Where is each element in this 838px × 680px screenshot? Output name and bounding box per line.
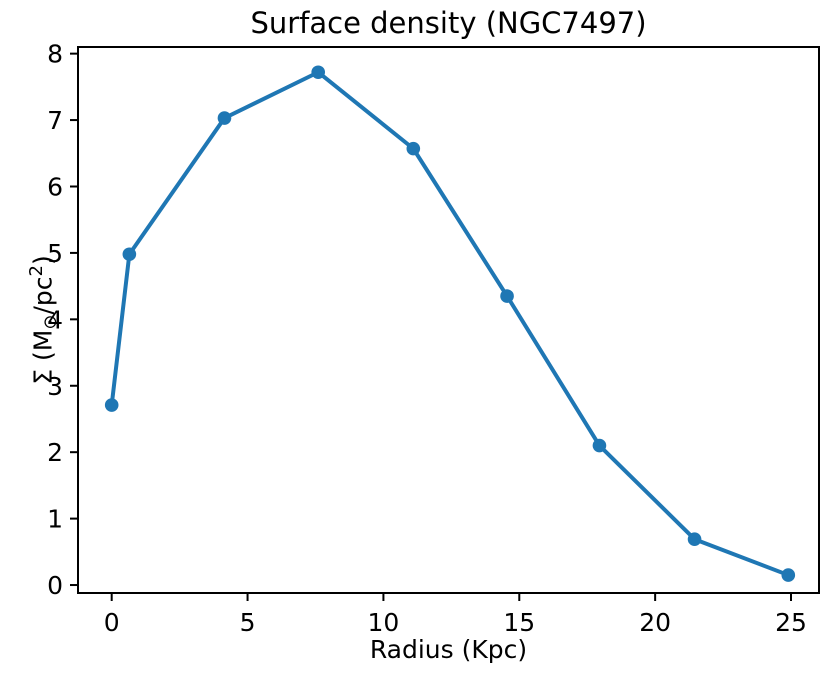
x-tick-label: 0 (104, 608, 120, 637)
data-point (592, 438, 607, 453)
y-axis-label-exponent: 2 (26, 265, 48, 277)
data-point (781, 568, 796, 582)
y-tick-label: 2 (47, 438, 63, 467)
y-tick-label: 8 (47, 40, 63, 69)
y-tick-label: 4 (47, 305, 63, 334)
y-tick-label: 6 (47, 172, 63, 201)
y-tick-label: 7 (47, 106, 63, 135)
y-axis-label: Σ (M⊙/pc2) (26, 255, 61, 385)
x-tick-label: 15 (503, 608, 535, 637)
x-axis-label: Radius (Kpc) (369, 635, 528, 664)
axes-frame (77, 46, 820, 594)
y-tick-label: 3 (47, 372, 63, 401)
data-line (109, 70, 791, 578)
y-axis-label-close: ) (28, 255, 58, 266)
data-point (122, 247, 137, 262)
data-point (217, 111, 232, 125)
y-tick-label: 5 (47, 239, 63, 268)
data-point (500, 289, 514, 303)
data-point (406, 141, 421, 156)
y-tick-label: 1 (47, 505, 63, 534)
data-point (687, 532, 702, 546)
x-tick-label: 25 (775, 608, 807, 637)
data-point (311, 65, 326, 80)
chart-title: Surface density (NGC7497) (250, 6, 647, 40)
x-tick-label: 5 (240, 608, 256, 637)
sun-symbol: ⊙ (39, 314, 61, 330)
y-axis-label-main: Σ (M (28, 329, 58, 385)
data-point (104, 398, 119, 412)
y-tick-label: 0 (47, 571, 63, 600)
y-axis-label-unit: /pc (28, 276, 58, 315)
x-tick-label: 20 (639, 608, 671, 637)
x-tick-label: 10 (368, 608, 400, 637)
